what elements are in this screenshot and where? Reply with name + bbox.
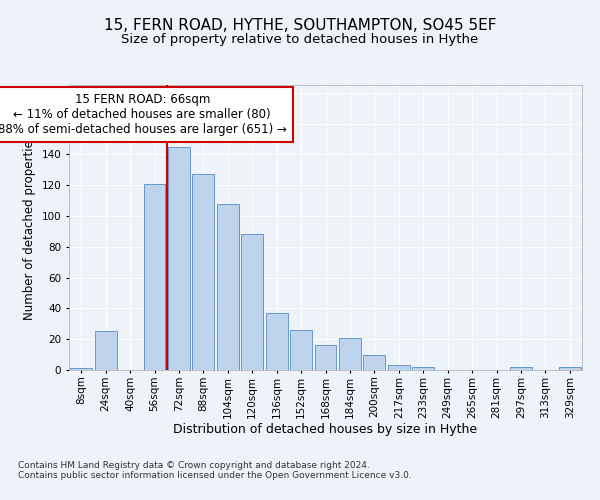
Bar (510, 367, 532, 370)
Bar (388, 366, 410, 370)
Text: Contains HM Land Registry data © Crown copyright and database right 2024.
Contai: Contains HM Land Registry data © Crown c… (18, 460, 412, 480)
Bar (143, 184, 166, 370)
Bar (217, 204, 239, 370)
Text: 15, FERN ROAD, HYTHE, SOUTHAMPTON, SO45 5EF: 15, FERN ROAD, HYTHE, SOUTHAMPTON, SO45 … (104, 18, 496, 32)
Text: Size of property relative to detached houses in Hythe: Size of property relative to detached ho… (121, 32, 479, 46)
Bar (314, 346, 337, 370)
Bar (193, 174, 214, 370)
Bar (559, 367, 581, 370)
Y-axis label: Number of detached properties: Number of detached properties (23, 134, 36, 320)
Text: 15 FERN ROAD: 66sqm
← 11% of detached houses are smaller (80)
88% of semi-detach: 15 FERN ROAD: 66sqm ← 11% of detached ho… (0, 92, 287, 136)
Bar (364, 354, 385, 370)
Bar (168, 146, 190, 370)
Bar (290, 330, 312, 370)
Bar (70, 368, 92, 370)
Bar (412, 367, 434, 370)
X-axis label: Distribution of detached houses by size in Hythe: Distribution of detached houses by size … (173, 423, 478, 436)
Bar (339, 338, 361, 370)
Bar (95, 332, 116, 370)
Bar (266, 313, 287, 370)
Bar (241, 234, 263, 370)
